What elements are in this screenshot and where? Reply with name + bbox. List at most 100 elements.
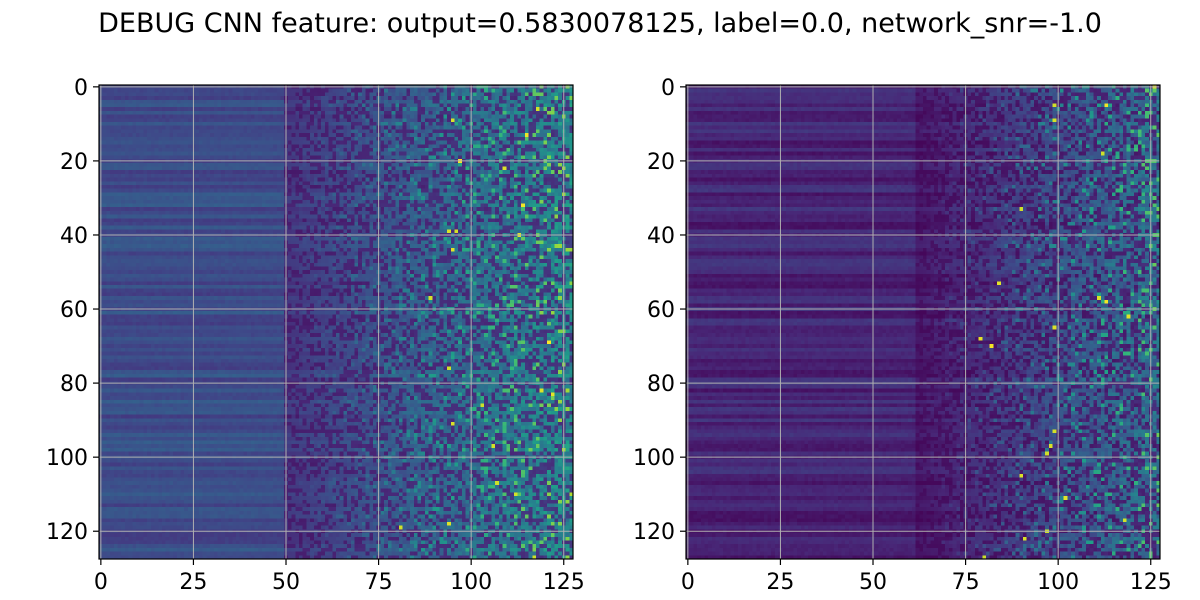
heatmap-cell: [532, 107, 536, 111]
heatmap-cell: [303, 196, 307, 200]
heatmap-cell: [492, 118, 496, 122]
heatmap-cell: [118, 115, 122, 119]
heatmap-cell: [262, 129, 266, 133]
heatmap-cell: [236, 133, 240, 137]
heatmap-cell: [347, 107, 351, 111]
heatmap-cell: [203, 126, 207, 130]
heatmap-cell: [340, 144, 344, 148]
heatmap-cell: [510, 185, 514, 189]
heatmap-cell: [110, 211, 114, 215]
heatmap-cell: [110, 129, 114, 133]
heatmap-cell: [277, 163, 281, 167]
heatmap-cell: [243, 96, 247, 100]
heatmap-cell: [488, 207, 492, 211]
heatmap-cell: [118, 166, 122, 170]
heatmap-cell: [214, 215, 218, 219]
heatmap-cell: [166, 207, 170, 211]
heatmap-cell: [458, 178, 462, 182]
heatmap-cell: [132, 226, 136, 230]
heatmap-cell: [429, 192, 433, 196]
heatmap-cell: [125, 107, 129, 111]
heatmap-cell: [317, 96, 321, 100]
heatmap-cell: [158, 170, 162, 174]
heatmap-cell: [473, 192, 477, 196]
heatmap-cell: [499, 92, 503, 96]
heatmap-cell: [440, 185, 444, 189]
heatmap-cell: [551, 211, 555, 215]
heatmap-cell: [225, 115, 229, 119]
heatmap-cell: [299, 96, 303, 100]
heatmap-cell: [195, 185, 199, 189]
heatmap-cell: [255, 118, 259, 122]
heatmap-cell: [321, 96, 325, 100]
heatmap-cell: [203, 226, 207, 230]
heatmap-cell: [103, 126, 107, 130]
heatmap-cell: [132, 163, 136, 167]
heatmap-cell: [314, 96, 318, 100]
heatmap-cell: [436, 107, 440, 111]
heatmap-cell: [258, 166, 262, 170]
heatmap-cell: [380, 166, 384, 170]
heatmap-cell: [136, 222, 140, 226]
heatmap-cell: [177, 189, 181, 193]
heatmap-cell: [543, 126, 547, 130]
heatmap-cell: [525, 174, 529, 178]
heatmap-cell: [332, 152, 336, 156]
heatmap-cell: [243, 133, 247, 137]
heatmap-cell: [340, 226, 344, 230]
heatmap-cell: [295, 144, 299, 148]
heatmap-cell: [214, 222, 218, 226]
heatmap-cell: [540, 115, 544, 119]
heatmap-cell: [103, 89, 107, 93]
heatmap-cell: [162, 89, 166, 93]
heatmap-cell: [251, 207, 255, 211]
heatmap-cell: [184, 163, 188, 167]
heatmap-cell: [406, 200, 410, 204]
heatmap-cell: [258, 192, 262, 196]
heatmap-cell: [288, 92, 292, 96]
heatmap-cell: [540, 111, 544, 115]
heatmap-cell: [547, 170, 551, 174]
heatmap-cell: [429, 185, 433, 189]
heatmap-cell: [495, 122, 499, 126]
heatmap-cell: [247, 148, 251, 152]
heatmap-cell: [277, 192, 281, 196]
heatmap-cell: [262, 178, 266, 182]
heatmap-cell: [414, 192, 418, 196]
heatmap-cell: [406, 174, 410, 178]
heatmap-cell: [243, 166, 247, 170]
heatmap-cell: [266, 148, 270, 152]
heatmap-cell: [340, 137, 344, 141]
heatmap-cell: [551, 133, 555, 137]
heatmap-cell: [336, 137, 340, 141]
heatmap-cell: [258, 96, 262, 100]
heatmap-cell: [492, 226, 496, 230]
heatmap-cell: [325, 96, 329, 100]
heatmap-cell: [547, 118, 551, 122]
heatmap-cell: [503, 122, 507, 126]
heatmap-cell: [177, 89, 181, 93]
heatmap-cell: [517, 133, 521, 137]
heatmap-cell: [429, 204, 433, 208]
heatmap-cell: [543, 111, 547, 115]
heatmap-cell: [436, 104, 440, 108]
heatmap-cell: [417, 204, 421, 208]
heatmap-cell: [299, 200, 303, 204]
heatmap-cell: [340, 155, 344, 159]
heatmap-cell: [373, 126, 377, 130]
heatmap-cell: [343, 174, 347, 178]
heatmap-cell: [451, 107, 455, 111]
heatmap-cell: [266, 152, 270, 156]
heatmap-cell: [266, 211, 270, 215]
heatmap-cell: [369, 133, 373, 137]
heatmap-cell: [258, 122, 262, 126]
heatmap-cell: [136, 166, 140, 170]
heatmap-cell: [184, 174, 188, 178]
heatmap-cell: [110, 144, 114, 148]
heatmap-cell: [525, 148, 529, 152]
heatmap-cell: [540, 122, 544, 126]
heatmap-cell: [566, 166, 570, 170]
heatmap-cell: [566, 100, 570, 104]
heatmap-cell: [403, 207, 407, 211]
heatmap-cell: [199, 200, 203, 204]
